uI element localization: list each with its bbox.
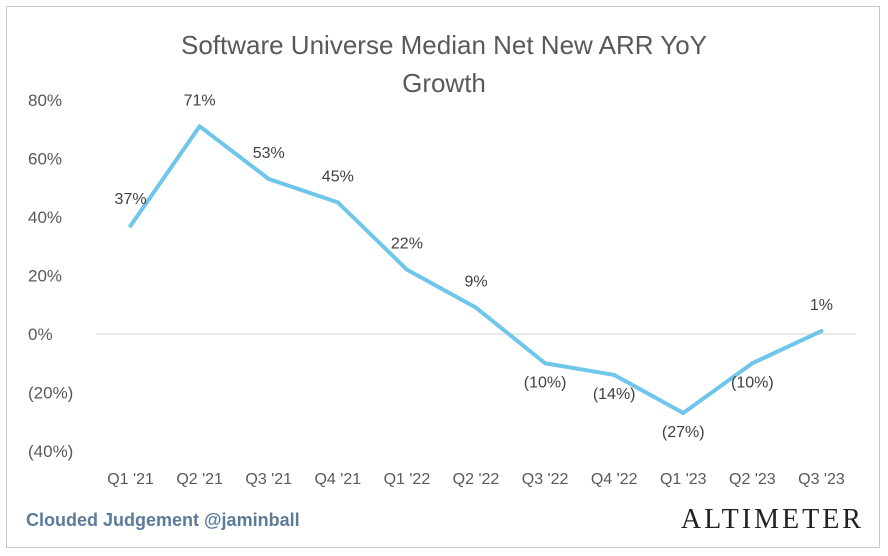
y-tick-label: 0%: [28, 325, 53, 344]
x-tick-label: Q1 '21: [107, 471, 154, 488]
chart-frame: [6, 6, 880, 548]
x-tick-label: Q3 '23: [798, 471, 845, 488]
y-tick-label: 40%: [28, 208, 62, 227]
data-point: [681, 410, 686, 415]
chart-title-line-1: Software Universe Median Net New ARR YoY: [180, 30, 708, 60]
data-label: (10%): [524, 374, 567, 391]
data-point: [197, 124, 202, 129]
y-tick-label: 80%: [28, 91, 62, 110]
data-label: 53%: [253, 145, 285, 162]
data-point: [474, 305, 478, 310]
data-point: [543, 361, 548, 366]
x-tick-label: Q3 '22: [522, 471, 569, 488]
data-label: 71%: [184, 92, 216, 109]
y-tick-label: 60%: [28, 150, 62, 169]
x-tick-label: Q2 '21: [176, 471, 223, 488]
data-point: [612, 372, 617, 377]
series-line: [128, 124, 824, 415]
data-label: 37%: [115, 191, 147, 208]
x-tick-label: Q2 '22: [453, 471, 500, 488]
data-label: 45%: [322, 168, 354, 185]
data-label: 22%: [391, 236, 423, 253]
data-point: [335, 200, 340, 205]
data-point: [266, 176, 271, 181]
x-tick-label: Q3 '21: [245, 471, 292, 488]
source-credit: Clouded Judgement @jaminball: [26, 510, 300, 530]
data-point: [819, 329, 824, 334]
data-label: (14%): [593, 386, 636, 403]
data-point: [750, 361, 755, 366]
x-tick-label: Q1 '22: [384, 471, 431, 488]
x-tick-label: Q1 '23: [660, 471, 707, 488]
data-label: (27%): [662, 424, 705, 441]
y-tick-label: (20%): [28, 384, 73, 403]
data-point: [128, 223, 133, 228]
chart-title: Software Universe Median Net New ARR YoY…: [0, 26, 888, 102]
data-label: 9%: [464, 274, 487, 291]
y-tick-label: 20%: [28, 267, 62, 286]
x-tick-label: Q4 '21: [314, 471, 361, 488]
chart-title-line-2: Growth: [402, 68, 486, 98]
data-label: (10%): [731, 374, 774, 391]
x-tick-label: Q2 '23: [729, 471, 776, 488]
y-tick-label: (40%): [28, 442, 73, 461]
data-point: [404, 267, 409, 272]
x-tick-label: Q4 '22: [591, 471, 638, 488]
data-label: 1%: [810, 297, 833, 314]
brand-logo: ALTIMETER: [680, 504, 864, 535]
